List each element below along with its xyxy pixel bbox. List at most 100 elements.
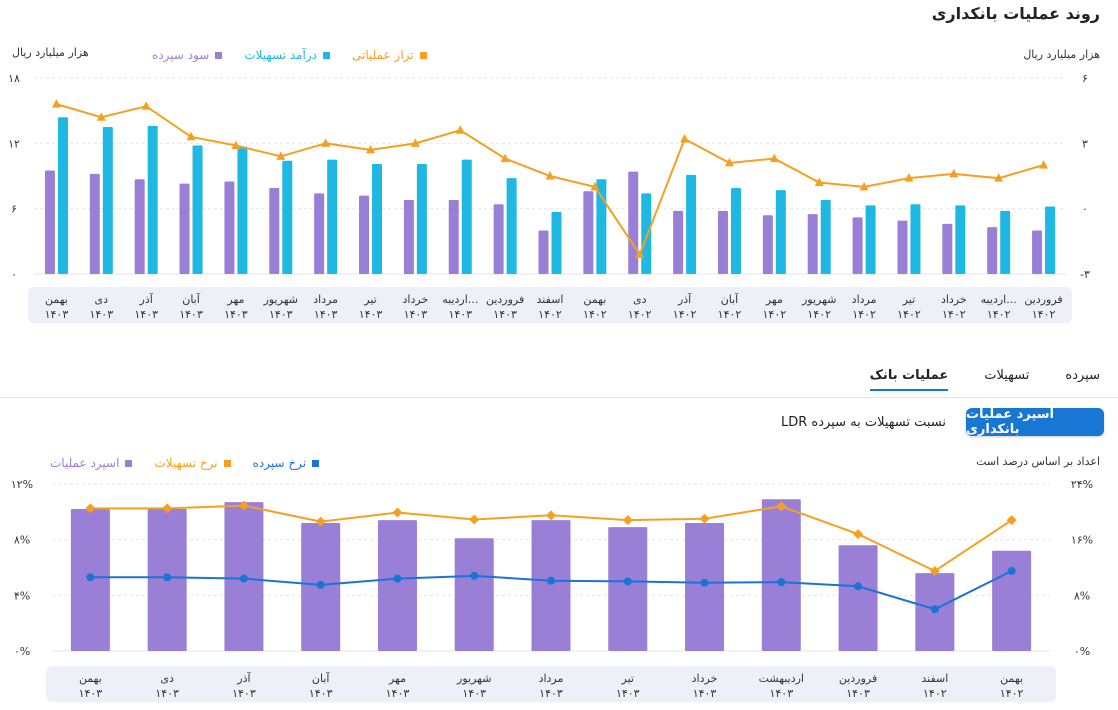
x-tick-month: تیر (902, 293, 915, 306)
bar-primary (179, 183, 190, 274)
line-point (680, 133, 690, 143)
line-point (276, 151, 286, 160)
x-tick-year: ۱۴۰۳ (179, 308, 203, 321)
left-tick-label: ۰ (11, 268, 17, 281)
tab-bank-operations[interactable]: عملیات بانک (869, 368, 949, 391)
line-point (590, 181, 600, 191)
legend-swatch (125, 459, 133, 467)
bar-primary (838, 545, 878, 651)
bar-secondary (147, 125, 158, 275)
right-tick-label: ۰ (1082, 203, 1088, 216)
ldr-ratio-button[interactable]: نسبت تسهیلات به سپرده LDR (780, 414, 946, 430)
bar-primary (717, 210, 728, 274)
line-point (141, 101, 151, 110)
bar-secondary (686, 174, 697, 274)
x-tick-year: ۱۴۰۲ (538, 308, 562, 321)
right-tick-label: ۱۶% (1071, 534, 1093, 547)
x-axis-band (28, 287, 1072, 323)
x-tick-month: فروردین (486, 293, 524, 306)
x-tick-month: فروردین (839, 672, 877, 685)
page-title: روند عملیات بانکداری (931, 4, 1100, 23)
x-tick-year: ۱۴۰۳ (404, 308, 428, 321)
line-point (85, 503, 96, 514)
bar-secondary (955, 205, 966, 274)
tabs-divider (0, 397, 1118, 398)
x-tick-year: ۱۴۰۳ (79, 687, 103, 700)
x-tick-year: ۱۴۰۳ (314, 308, 338, 321)
x-tick-year: ۱۴۰۳ (155, 687, 179, 700)
x-tick-year: ۱۴۰۲ (852, 308, 876, 321)
section-tabs: سپرده تسهیلات عملیات بانک (869, 368, 1100, 391)
legend-item-deposit-rate[interactable]: نرخ سپرده (253, 456, 320, 470)
x-tick-month: دی (633, 293, 647, 306)
x-tick-year: ۱۴۰۳ (769, 687, 793, 700)
x-tick-month: آذر (139, 292, 154, 306)
bar-primary (403, 199, 414, 274)
line-point (904, 173, 914, 182)
bar-secondary (910, 204, 921, 274)
x-tick-year: ۱۴۰۳ (386, 687, 410, 700)
bar-primary (987, 227, 998, 274)
legend-item-operating-spread[interactable]: اسپرد عملیات (50, 456, 133, 470)
bar-primary (608, 527, 648, 651)
chart1-legend: تراز عملیاتی درآمد تسهیلات سود سپرده (152, 48, 427, 62)
legend-label: نرخ تسهیلات (154, 456, 218, 470)
bar-primary (1032, 230, 1043, 274)
legend-swatch (312, 459, 320, 467)
legend-item-loan-rate[interactable]: نرخ تسهیلات (154, 456, 231, 470)
bar-secondary (596, 179, 607, 274)
line-point (949, 168, 959, 178)
x-axis-band (46, 666, 1056, 702)
x-tick-month: آذر (236, 671, 251, 685)
bar-secondary (372, 164, 383, 274)
line-point (930, 605, 939, 614)
x-tick-month: دی (95, 293, 109, 306)
tab-loans[interactable]: تسهیلات (984, 368, 1030, 383)
line-point (238, 500, 249, 511)
line-point (929, 565, 940, 576)
bar-secondary (416, 164, 427, 274)
operating-spread-chart: ۰% ۴% ۸% ۱۲% ۰% ۸% ۱۶% ۲۴% بهمن ۱۴۰۲ اسفند ۱۴۰۲ فرور… (11, 478, 1093, 702)
right-tick-label: ۰% (1074, 645, 1090, 658)
legend-item-operating-balance[interactable]: تراز عملیاتی (352, 48, 427, 62)
line-point (853, 529, 864, 540)
x-tick-month: بهمن (583, 293, 606, 306)
banking-trend-chart: ۰ ۶ ۱۲ ۱۸ -۳ ۰ ۳ ۶ فروردین ۱۴۰۲ اردیبه... ۱۴۰۲ خرداد… (8, 72, 1090, 323)
line-point (231, 140, 241, 150)
x-tick-month: آذر (677, 292, 692, 306)
legend-item-loan-income[interactable]: درآمد تسهیلات (244, 48, 331, 62)
line-point (410, 138, 420, 147)
bar-primary (224, 181, 235, 274)
bar-primary (762, 215, 773, 274)
line-point (547, 576, 555, 585)
x-tick-year: ۱۴۰۲ (923, 687, 947, 700)
left-tick-label: ۴% (14, 589, 30, 602)
bar-secondary (865, 205, 876, 274)
chart2-legend: نرخ سپرده نرخ تسهیلات اسپرد عملیات (50, 456, 320, 470)
x-tick-month: آبان (182, 292, 200, 306)
x-tick-year: ۱۴۰۳ (448, 308, 472, 321)
operating-spread-button[interactable]: اسپرد عملیات بانکداری (966, 407, 1104, 437)
left-tick-label: ۱۸ (8, 72, 20, 85)
x-tick-month: بهمن (1000, 672, 1023, 685)
bar-secondary (730, 187, 741, 274)
legend-swatch (323, 51, 331, 59)
bar-primary (44, 170, 55, 274)
x-tick-year: ۱۴۰۳ (616, 687, 640, 700)
bar-secondary (102, 127, 113, 274)
x-tick-month: مهر (388, 672, 406, 685)
left-tick-label: ۱۲% (11, 478, 33, 491)
tab-deposit[interactable]: سپرده (1065, 368, 1100, 383)
x-tick-month: تیر (621, 672, 634, 685)
x-tick-month: فروردین (1024, 293, 1062, 306)
line-point (470, 571, 479, 580)
x-tick-year: ۱۴۰۳ (462, 687, 486, 700)
x-tick-month: مهر (226, 293, 244, 306)
left-tick-label: ۸% (14, 534, 30, 547)
legend-item-deposit-interest[interactable]: سود سپرده (152, 48, 223, 62)
line-point (393, 574, 402, 583)
right-axis-unit: هزار میلیارد ریال (1023, 48, 1100, 61)
line-point (1007, 566, 1016, 575)
bar-primary (992, 550, 1032, 651)
legend-label: سود سپرده (152, 48, 210, 62)
